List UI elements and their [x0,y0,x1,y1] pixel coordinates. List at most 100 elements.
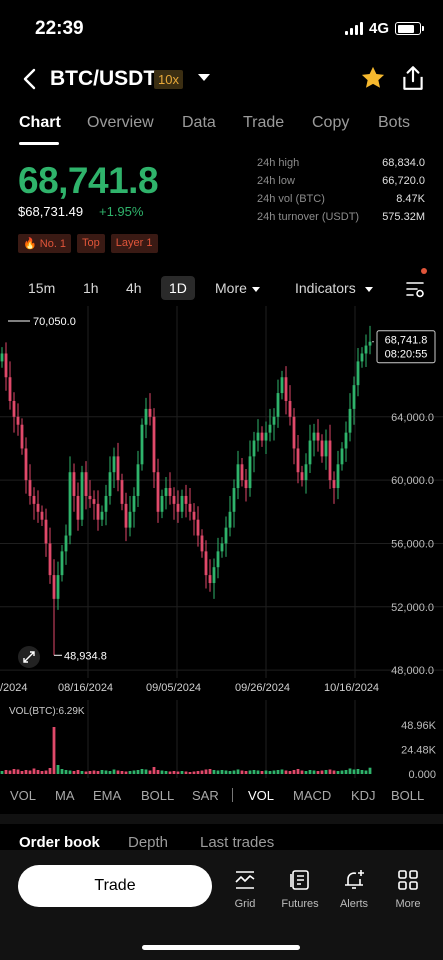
indicator-sub-vol[interactable]: VOL [248,788,275,803]
indicator-kdj[interactable]: KDJ [351,788,376,803]
indicator-ma[interactable]: MA [55,788,75,803]
layer-badge[interactable]: Layer 1 [110,234,158,253]
volume-tick-label: 0.000 [408,769,436,778]
volume-bar [148,770,152,774]
volume-bar [84,771,88,774]
candle-body [44,519,48,544]
indicators-button[interactable]: Indicators [295,280,373,296]
share-icon[interactable] [400,64,426,92]
indicator-sar[interactable]: SAR [192,788,219,803]
candle-body [312,432,316,441]
x-tick-label: 08/16/2024 [58,682,114,694]
volume-bar [136,770,140,774]
y-tick-label: 64,000.0 [391,412,434,424]
candle-body [200,535,204,552]
candle-body [232,488,236,512]
rank-badge[interactable]: 🔥 No. 1 [18,234,72,253]
candle-body [252,440,256,457]
volume-chart[interactable]: 48.96K 24.48K 0.000 [0,700,443,778]
tab-data[interactable]: Data [182,114,216,131]
volume-bar [220,770,224,774]
candle-body [308,440,312,465]
indicator-macd[interactable]: MACD [293,788,332,803]
volume-bar [280,769,284,774]
interval-1d[interactable]: 1D [161,276,195,300]
candle-body [300,472,304,481]
chart-settings-icon[interactable] [404,278,426,300]
back-arrow-icon[interactable] [18,66,44,92]
top-badge[interactable]: Top [77,234,105,253]
volume-bar [180,771,184,774]
candle-body [116,456,120,481]
volume-bar [104,770,108,774]
nav-grid[interactable]: Grid [220,868,270,910]
volume-bar [292,770,296,774]
stat-label: 24h turnover (USDT) [257,211,360,223]
trade-button[interactable]: Trade [18,865,212,907]
interval-15m[interactable]: 15m [28,280,56,296]
current-price-box [376,330,436,364]
volume-bar [228,771,232,774]
volume-bar [76,770,80,774]
more-intervals-button[interactable]: More [215,280,260,296]
candle-body [320,440,324,457]
network-type: 4G [368,20,389,37]
tab-copy[interactable]: Copy [312,114,350,131]
home-indicator [142,945,300,950]
volume-bar [92,770,96,774]
candlestick-chart[interactable]: 64,000.0 60,000.0 56,000.0 52,000.0 48,000.0… [0,306,443,678]
volume-bar [52,727,56,774]
nav-alerts[interactable]: Alerts [329,868,379,910]
y-tick-label: 56,000.0 [391,538,434,550]
interval-4h[interactable]: 4h [126,280,142,296]
tab-order-book[interactable]: Order book [19,834,100,851]
volume-bar [40,771,44,774]
candle-body [296,448,300,473]
indicator-ema[interactable]: EMA [93,788,122,803]
candle-body [32,495,36,504]
interval-1h[interactable]: 1h [83,280,99,296]
volume-bar [0,771,4,774]
nav-futures[interactable]: Futures [275,868,325,910]
y-tick-label: 60,000.0 [391,475,434,487]
stat-label: 24h vol (BTC) [257,193,325,205]
volume-bar [368,767,372,774]
candle-body [88,495,92,500]
pair-dropdown-icon[interactable] [198,74,210,81]
pair-title[interactable]: BTC/USDT [50,67,157,90]
tab-last-trades[interactable]: Last trades [200,834,275,851]
tab-bots[interactable]: Bots [378,114,411,131]
tab-depth[interactable]: Depth [128,834,169,851]
candle-body [240,464,244,481]
tab-trade[interactable]: Trade [243,114,285,131]
y-tick-label: 52,000.0 [391,602,434,614]
volume-bar [192,771,196,774]
tab-chart[interactable]: Chart [19,114,61,131]
favorite-star-icon[interactable] [359,64,387,92]
stat-value: 68,834.0 [382,157,425,169]
volume-bar [236,769,240,774]
volume-bar [128,771,132,774]
nav-more[interactable]: More [383,868,433,910]
expand-icon[interactable] [18,646,40,668]
volume-bar [72,771,76,774]
indicator-sub-boll[interactable]: BOLL [391,788,425,803]
volume-bar [68,770,72,774]
indicator-boll[interactable]: BOLL [141,788,175,803]
volume-bar [284,770,288,774]
candle-body [188,503,192,512]
x-tick-label: /2024 [0,682,28,694]
candle-body [284,377,288,401]
price-usd: $68,731.49 [18,204,84,219]
volume-bar [116,770,120,774]
candle-body [24,448,28,481]
candle-body [112,456,116,473]
candle-body [156,472,160,512]
candle-body [204,551,208,576]
alert-bell-icon [345,870,364,889]
tab-overview[interactable]: Overview [87,114,154,131]
candle-body [192,511,196,520]
indicator-main-vol[interactable]: VOL [10,788,37,803]
candle-body [332,480,336,489]
candle-body [212,567,216,584]
